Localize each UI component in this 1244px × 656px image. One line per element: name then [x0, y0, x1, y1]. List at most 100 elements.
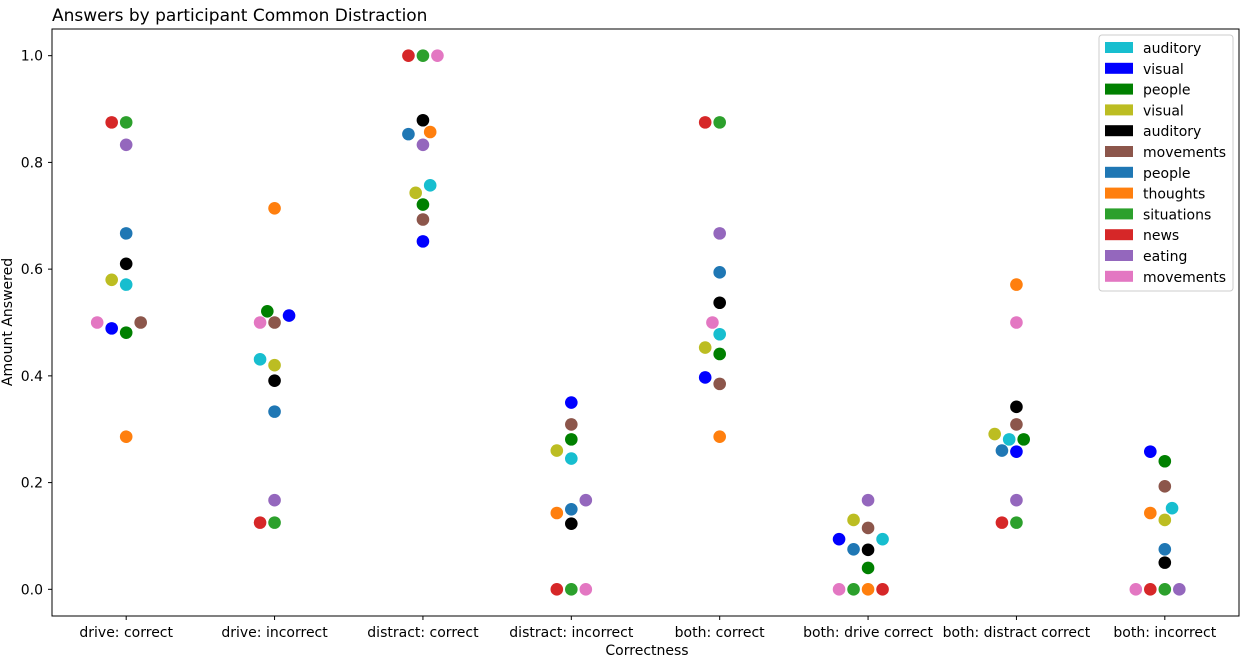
data-point — [268, 316, 281, 329]
data-point — [119, 326, 133, 339]
data-point — [713, 296, 726, 310]
x-tick-label: distract: correct — [367, 625, 479, 641]
data-point — [105, 273, 118, 287]
legend-label: thoughts — [1143, 187, 1205, 203]
data-point — [261, 304, 274, 318]
legend-label: visual — [1143, 103, 1184, 119]
legend-label: auditory — [1143, 124, 1201, 140]
data-point — [832, 583, 846, 596]
data-point — [565, 452, 578, 465]
data-point — [282, 309, 296, 322]
data-point — [402, 127, 415, 141]
data-point — [423, 179, 437, 192]
data-point — [119, 138, 133, 152]
data-point — [579, 583, 593, 596]
legend-swatch — [1105, 125, 1133, 137]
data-point — [416, 198, 430, 211]
legend-swatch — [1105, 166, 1133, 178]
legend-label: movements — [1143, 270, 1226, 286]
data-point — [431, 49, 444, 62]
data-point — [565, 418, 578, 431]
x-tick-label: both: drive correct — [803, 625, 933, 641]
legend-swatch — [1105, 42, 1133, 53]
legend-swatch — [1105, 250, 1133, 261]
data-point — [416, 213, 430, 226]
legend-label: situations — [1143, 207, 1211, 223]
data-point — [416, 235, 430, 248]
y-tick-label: 1.0 — [21, 49, 43, 65]
data-point — [268, 358, 281, 372]
legend-label: eating — [1143, 249, 1187, 265]
data-point — [713, 347, 726, 361]
data-point — [550, 444, 564, 457]
data-point — [698, 116, 712, 129]
y-tick-label: 0.6 — [21, 262, 43, 278]
data-point — [713, 116, 726, 129]
data-point — [1158, 556, 1172, 569]
data-point — [119, 430, 133, 443]
data-point — [861, 521, 875, 535]
data-point — [565, 502, 578, 516]
x-tick-label: both: correct — [675, 625, 766, 641]
legend-swatch — [1105, 229, 1133, 241]
y-axis: 0.0 0.2 0.4 0.6 0.8 1.0 — [21, 49, 52, 598]
legend-swatch — [1105, 146, 1133, 157]
data-point — [876, 583, 889, 596]
x-tick-label: both: incorrect — [1113, 625, 1216, 641]
data-point — [268, 516, 281, 529]
data-point — [1158, 583, 1172, 596]
data-point — [876, 532, 889, 546]
legend-label: people — [1143, 83, 1190, 99]
data-point — [268, 374, 281, 387]
data-point — [861, 583, 875, 596]
y-tick-label: 0.4 — [21, 369, 43, 385]
x-tick-label: distract: incorrect — [509, 625, 634, 641]
data-point — [1158, 513, 1172, 527]
data-point — [713, 227, 726, 240]
data-point — [988, 427, 1001, 441]
data-point — [713, 327, 726, 341]
data-point — [105, 322, 118, 335]
data-point — [1010, 316, 1023, 329]
data-point — [416, 138, 430, 152]
data-point — [847, 513, 860, 527]
data-point — [1165, 501, 1179, 515]
chart-title: Answers by participant Common Distractio… — [52, 6, 427, 26]
data-point — [565, 517, 578, 530]
x-tick-label: drive: correct — [79, 625, 173, 641]
legend: auditory visual people visual auditory mo… — [1098, 34, 1234, 292]
data-point — [1129, 583, 1143, 596]
data-point — [1017, 433, 1030, 446]
data-point — [565, 396, 578, 409]
data-point — [1144, 445, 1157, 458]
data-point — [416, 49, 430, 62]
data-point — [713, 377, 726, 391]
data-point — [402, 49, 415, 62]
data-point — [861, 543, 875, 557]
legend-swatch — [1105, 187, 1133, 199]
legend-label: movements — [1143, 145, 1226, 161]
data-point — [1158, 542, 1172, 556]
legend-swatch — [1105, 208, 1133, 220]
data-point — [1158, 480, 1172, 493]
y-tick-label: 0.0 — [21, 582, 43, 598]
x-axis: drive: correct drive: incorrect distract: … — [79, 616, 1217, 641]
data-point — [995, 516, 1009, 529]
data-point — [565, 583, 578, 596]
y-axis-label: Amount Answered — [0, 258, 16, 386]
data-point — [832, 532, 846, 546]
data-point — [1173, 583, 1186, 596]
y-tick-label: 0.8 — [21, 155, 43, 171]
data-point — [1158, 454, 1172, 468]
legend-box — [1098, 34, 1234, 292]
data-point — [861, 561, 875, 575]
data-point — [1144, 506, 1157, 520]
x-axis-label: Correctness — [605, 643, 688, 656]
data-point — [105, 116, 118, 129]
data-point — [253, 316, 267, 329]
data-point — [1010, 493, 1023, 507]
data-point — [847, 583, 860, 596]
legend-swatch — [1105, 62, 1133, 74]
data-point — [409, 186, 422, 200]
data-point — [579, 493, 593, 507]
